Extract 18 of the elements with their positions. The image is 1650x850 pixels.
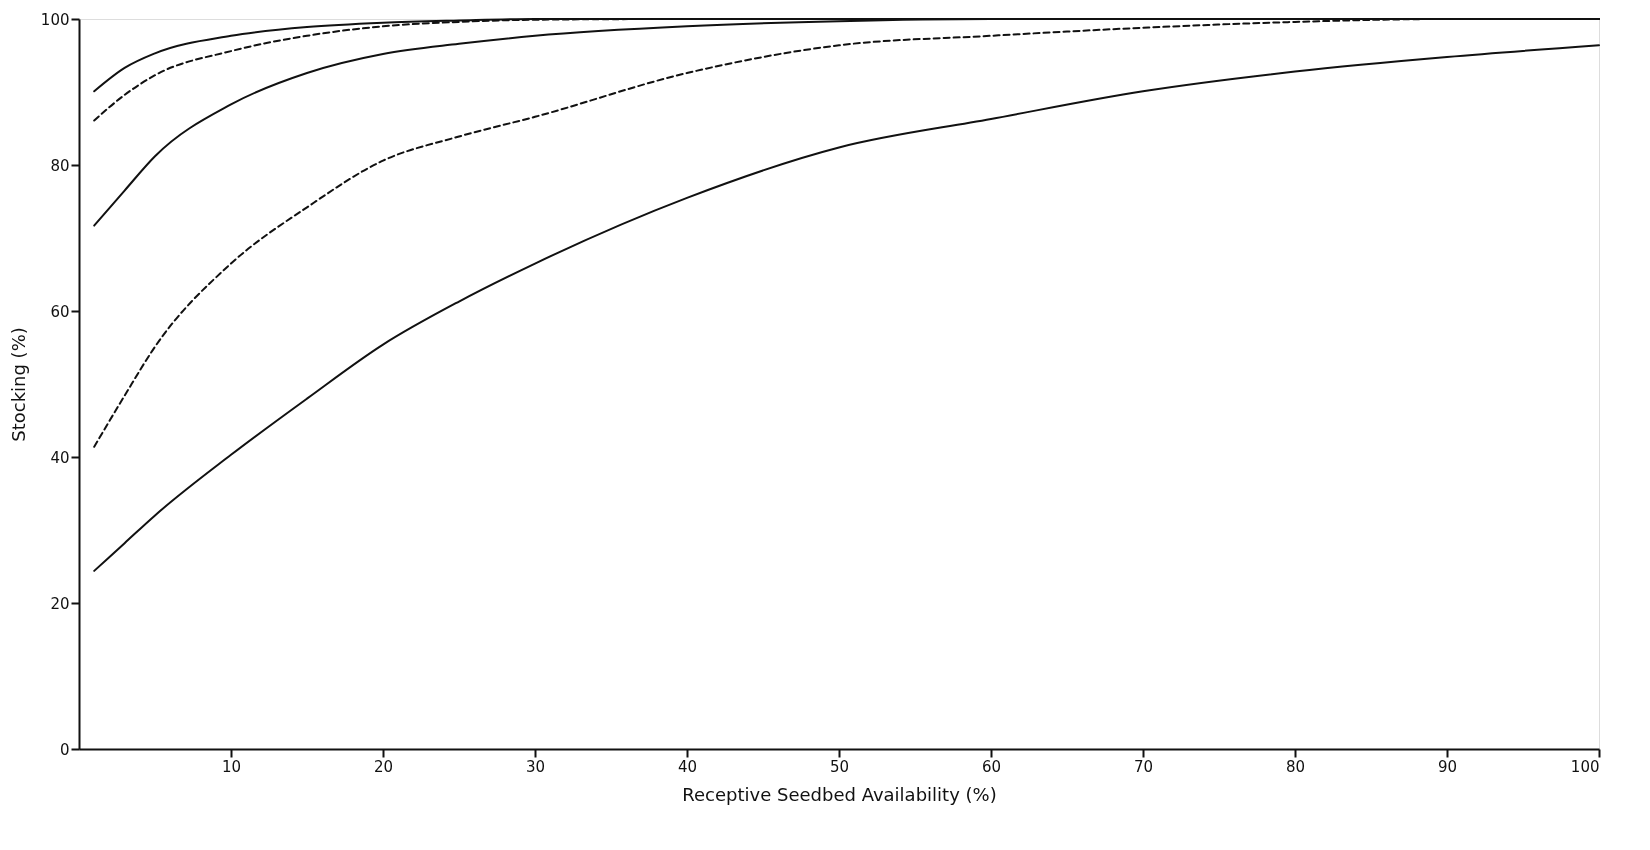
- y-tick-label: 0: [59, 740, 70, 759]
- y-tick-label: 20: [50, 594, 70, 613]
- y-tick-label: 40: [50, 448, 70, 467]
- x-tick-label: 80: [1285, 757, 1306, 776]
- x-tick-label: 70: [1133, 757, 1154, 776]
- x-tick-label: 40: [677, 757, 698, 776]
- y-axis-title: Stocking (%): [7, 327, 29, 442]
- x-tick-label: 60: [981, 757, 1002, 776]
- x-tick-label: 10: [221, 757, 242, 776]
- y-tick-label: 80: [50, 156, 70, 175]
- y-tick-label: 100: [40, 10, 70, 29]
- y-tick-label: 60: [50, 302, 70, 321]
- x-tick-label: 20: [373, 757, 394, 776]
- x-axis-title: Receptive Seedbed Availability (%): [682, 783, 997, 805]
- x-tick-label: 90: [1437, 757, 1458, 776]
- x-tick-label: 30: [525, 757, 546, 776]
- x-tick-label: 100: [1570, 757, 1600, 776]
- x-tick-label: 50: [829, 757, 850, 776]
